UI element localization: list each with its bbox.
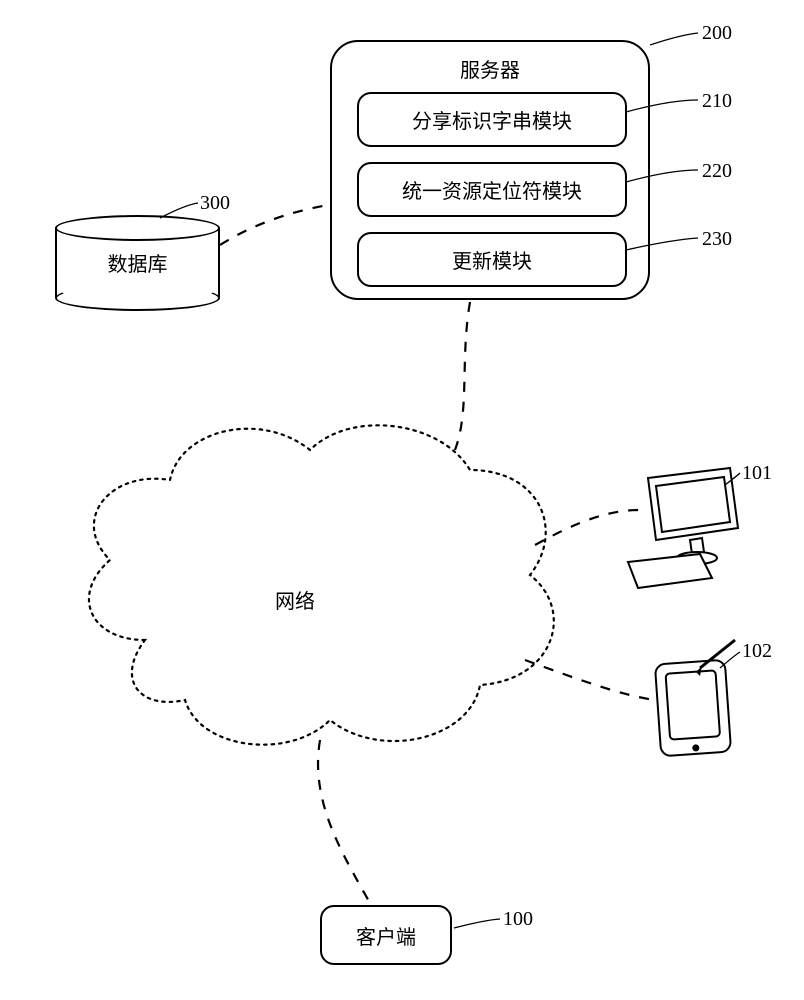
- ref-tablet: 102: [742, 640, 772, 663]
- conn-server-cloud: [455, 302, 470, 450]
- leader-200: [650, 33, 698, 45]
- ref-module3: 230: [702, 228, 732, 251]
- cloud-label: 网络: [275, 585, 315, 614]
- cloud-outline: [89, 425, 554, 744]
- conn-cloud-pc: [535, 510, 640, 545]
- conn-cloud-client: [318, 740, 370, 903]
- client-box: 客户端: [320, 905, 452, 965]
- ref-server: 200: [702, 22, 732, 45]
- server-box: 服务器 分享标识字串模块 统一资源定位符模块 更新模块: [330, 40, 650, 300]
- ref-pc: 101: [742, 462, 772, 485]
- conn-db-server: [220, 205, 328, 245]
- module-share-id: 分享标识字串模块: [357, 92, 627, 147]
- leader-102: [720, 652, 740, 668]
- database-top-ellipse: [55, 215, 220, 241]
- module-update: 更新模块: [357, 232, 627, 287]
- ref-client: 100: [503, 908, 533, 931]
- module-url: 统一资源定位符模块: [357, 162, 627, 217]
- leader-101: [725, 473, 740, 485]
- tablet-icon: [655, 640, 735, 756]
- server-title: 服务器: [332, 54, 648, 83]
- diagram-stage: 服务器 分享标识字串模块 统一资源定位符模块 更新模块 数据库 客户端 网络 2…: [0, 0, 804, 1000]
- database: 数据库: [55, 215, 220, 310]
- ref-database: 300: [200, 192, 230, 215]
- ref-module1: 210: [702, 90, 732, 113]
- leader-100: [454, 919, 500, 928]
- pc-icon: [628, 468, 738, 588]
- database-bottom-ellipse: [55, 285, 220, 311]
- ref-module2: 220: [702, 160, 732, 183]
- conn-cloud-tablet: [525, 660, 655, 700]
